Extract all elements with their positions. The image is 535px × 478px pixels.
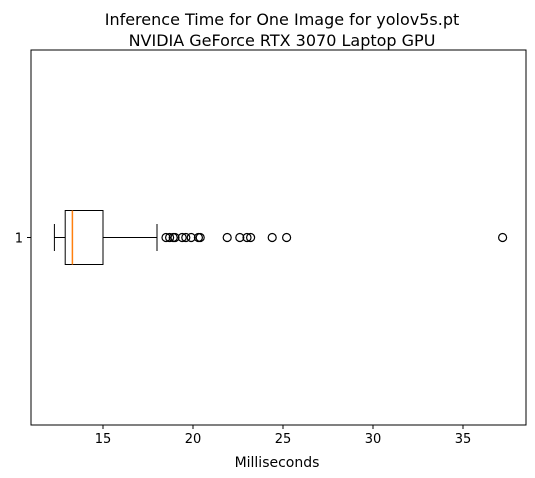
outlier-point	[170, 232, 180, 243]
x-tick-label: 25	[275, 432, 292, 447]
outlier-point	[165, 232, 175, 243]
chart-subtitle: NVIDIA GeForce RTX 3070 Laptop GPU	[129, 31, 436, 50]
chart-title: Inference Time for One Image for yolov5s…	[105, 10, 460, 29]
x-tick-label: 30	[365, 432, 382, 447]
box-iqr	[64, 210, 104, 265]
outlier-point	[195, 232, 205, 243]
outlier-point	[186, 232, 196, 243]
x-tick-label: 35	[455, 432, 472, 447]
plot-area: 15 20 25 30 35 1	[15, 49, 527, 447]
x-tick-label: 15	[95, 432, 112, 447]
outlier-point	[177, 232, 187, 243]
outlier-point	[498, 232, 508, 243]
x-axis-label: Milliseconds	[235, 455, 320, 471]
outlier-point	[222, 232, 232, 243]
outlier-point	[235, 232, 245, 243]
outlier-point	[282, 232, 292, 243]
y-tick-label: 1	[15, 232, 23, 247]
outlier-point	[161, 232, 171, 243]
outlier-point	[267, 232, 277, 243]
outlier-point	[242, 232, 252, 243]
x-tick-label: 20	[185, 432, 202, 447]
outlier-point	[181, 232, 191, 243]
outlier-point	[246, 232, 256, 243]
